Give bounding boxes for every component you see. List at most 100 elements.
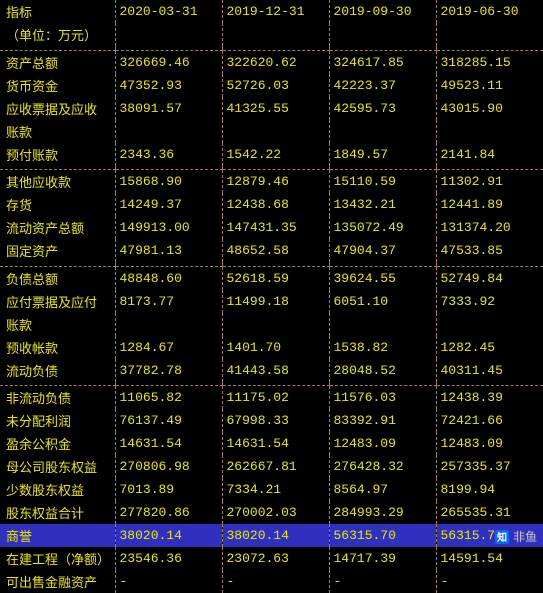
row-label: 未分配利润 xyxy=(0,409,115,432)
row-value xyxy=(115,313,222,336)
row-label: 资产总额 xyxy=(0,50,115,74)
row-value xyxy=(436,120,543,143)
table-row: 股东权益合计277820.86270002.03284993.29265535.… xyxy=(0,501,543,524)
row-value xyxy=(222,120,329,143)
row-value: 1538.82 xyxy=(329,336,436,359)
row-value: 12483.09 xyxy=(329,432,436,455)
row-value: 149913.00 xyxy=(115,216,222,239)
row-label: 在建工程（净额） xyxy=(0,547,115,570)
row-value: 41443.58 xyxy=(222,359,329,382)
source-footer: 知 非鱼 xyxy=(495,528,537,545)
row-value: 49523.11 xyxy=(436,74,543,97)
table-row: 母公司股东权益270806.98262667.81276428.32257335… xyxy=(0,455,543,478)
row-value: 38020.14 xyxy=(115,524,222,547)
row-value: 15110.59 xyxy=(329,170,436,194)
row-value: 52618.59 xyxy=(222,266,329,290)
row-value: - xyxy=(115,570,222,593)
table-row: 应收票据及应收38091.5741325.5542595.7343015.90 xyxy=(0,97,543,120)
row-value: 8199.94 xyxy=(436,478,543,501)
row-value: 12879.46 xyxy=(222,170,329,194)
row-value: 42595.73 xyxy=(329,97,436,120)
header-unit-row: （单位：万元） xyxy=(0,23,543,46)
row-value: 2343.36 xyxy=(115,143,222,166)
table-row: 可出售金融资产---- xyxy=(0,570,543,593)
financial-table-container: 指标2020-03-312019-12-312019-09-302019-06-… xyxy=(0,0,543,549)
row-value: 1401.70 xyxy=(222,336,329,359)
table-row: 非流动负债11065.8211175.0211576.0312438.39 xyxy=(0,386,543,410)
row-value: 270002.03 xyxy=(222,501,329,524)
row-value: 1284.67 xyxy=(115,336,222,359)
table-row: 预收帐款1284.671401.701538.821282.45 xyxy=(0,336,543,359)
row-value: 12438.68 xyxy=(222,193,329,216)
row-value: 11499.18 xyxy=(222,290,329,313)
table-row: 商誉38020.1438020.1456315.7056315.70 xyxy=(0,524,543,547)
row-value xyxy=(329,120,436,143)
row-value: 265535.31 xyxy=(436,501,543,524)
header-label: 指标 xyxy=(0,0,115,23)
row-value: 11576.03 xyxy=(329,386,436,410)
table-row: 未分配利润76137.4967998.3383392.9172421.66 xyxy=(0,409,543,432)
row-value: 7334.21 xyxy=(222,478,329,501)
row-value: 324617.85 xyxy=(329,50,436,74)
row-value: 326669.46 xyxy=(115,50,222,74)
author-label: 非鱼 xyxy=(513,528,537,545)
table-row: 预付账款2343.361542.221849.572141.84 xyxy=(0,143,543,166)
row-value: 270806.98 xyxy=(115,455,222,478)
table-row: 盈余公积金14631.5414631.5412483.0912483.09 xyxy=(0,432,543,455)
row-value: 56315.70 xyxy=(329,524,436,547)
row-value: 1542.22 xyxy=(222,143,329,166)
row-label: 存货 xyxy=(0,193,115,216)
row-value: 72421.66 xyxy=(436,409,543,432)
row-value: 14631.54 xyxy=(115,432,222,455)
row-value: 38020.14 xyxy=(222,524,329,547)
row-value: 13432.21 xyxy=(329,193,436,216)
header-date: 2019-09-30 xyxy=(329,0,436,23)
row-value: 318285.15 xyxy=(436,50,543,74)
header-date: 2019-12-31 xyxy=(222,0,329,23)
header-date: 2020-03-31 xyxy=(115,0,222,23)
row-value: 6051.10 xyxy=(329,290,436,313)
row-value: 43015.90 xyxy=(436,97,543,120)
row-value: 67998.33 xyxy=(222,409,329,432)
row-value: 8564.97 xyxy=(329,478,436,501)
row-value xyxy=(222,313,329,336)
row-value: 23546.36 xyxy=(115,547,222,570)
row-value: 11302.91 xyxy=(436,170,543,194)
row-value: 40311.45 xyxy=(436,359,543,382)
row-label: 非流动负债 xyxy=(0,386,115,410)
row-value: 135072.49 xyxy=(329,216,436,239)
row-value: 83392.91 xyxy=(329,409,436,432)
row-value: 2141.84 xyxy=(436,143,543,166)
row-value: 131374.20 xyxy=(436,216,543,239)
header-row: 指标2020-03-312019-12-312019-09-302019-06-… xyxy=(0,0,543,23)
table-row: 其他应收款15868.9012879.4615110.5911302.91 xyxy=(0,170,543,194)
row-value: 37782.78 xyxy=(115,359,222,382)
row-value: 76137.49 xyxy=(115,409,222,432)
row-value: - xyxy=(329,570,436,593)
row-label: 应收票据及应收 xyxy=(0,97,115,120)
row-label: 账款 xyxy=(0,313,115,336)
row-value: 47352.93 xyxy=(115,74,222,97)
row-value: 47981.13 xyxy=(115,239,222,262)
row-value: 276428.32 xyxy=(329,455,436,478)
table-row: 在建工程（净额）23546.3623072.6314717.3914591.54 xyxy=(0,547,543,570)
table-row: 负债总额48848.6052618.5939624.5552749.84 xyxy=(0,266,543,290)
row-value: 41325.55 xyxy=(222,97,329,120)
row-label: 应付票据及应付 xyxy=(0,290,115,313)
row-value: 48848.60 xyxy=(115,266,222,290)
zhihu-icon: 知 xyxy=(495,530,509,544)
row-value: 15868.90 xyxy=(115,170,222,194)
row-label: 其他应收款 xyxy=(0,170,115,194)
row-label: 商誉 xyxy=(0,524,115,547)
row-label: 固定资产 xyxy=(0,239,115,262)
row-value: 42223.37 xyxy=(329,74,436,97)
row-value: 277820.86 xyxy=(115,501,222,524)
row-label: 少数股东权益 xyxy=(0,478,115,501)
row-label: 股东权益合计 xyxy=(0,501,115,524)
row-value: 7013.89 xyxy=(115,478,222,501)
row-label: 流动资产总额 xyxy=(0,216,115,239)
row-value: 14591.54 xyxy=(436,547,543,570)
row-value: 47533.85 xyxy=(436,239,543,262)
row-value: 12441.89 xyxy=(436,193,543,216)
row-value: - xyxy=(436,570,543,593)
